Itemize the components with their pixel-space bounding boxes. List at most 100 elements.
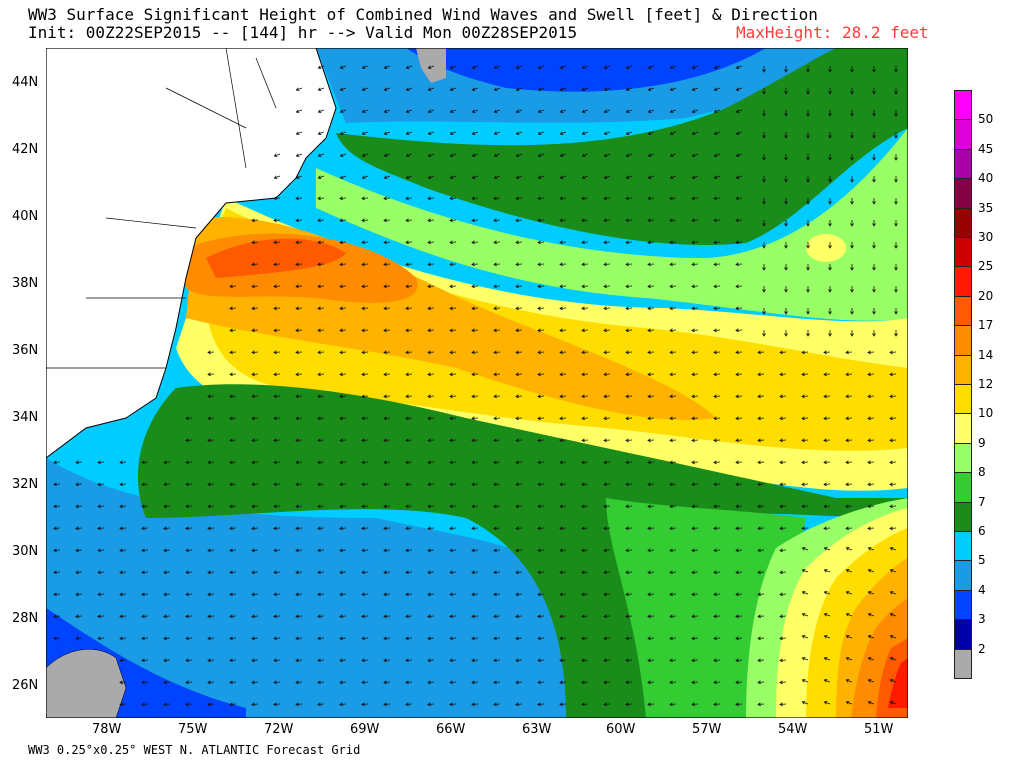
arrow-head [493, 680, 497, 685]
arrow-shaft [185, 461, 193, 463]
arrow-shaft [493, 593, 501, 595]
arrow-head [339, 438, 343, 443]
arrow-head [823, 612, 828, 617]
arrow-shaft [361, 351, 369, 353]
arrow-shaft [626, 175, 633, 179]
arrow-head [427, 482, 431, 487]
arrow-shaft [251, 395, 259, 397]
arrow-head [625, 526, 629, 531]
arrow-head [427, 570, 431, 575]
arrow-shaft [119, 483, 127, 485]
arrow-shaft [97, 593, 105, 595]
arrow-shaft [735, 219, 743, 221]
arrow-shaft [361, 329, 369, 331]
arrow-shaft [669, 461, 677, 463]
arrow-head [889, 350, 893, 355]
arrow-head [295, 504, 299, 509]
arrow-head [339, 131, 344, 136]
arrow-shaft [889, 505, 897, 507]
arrow-shaft [537, 703, 545, 705]
arrow-head [251, 240, 255, 245]
arrow-head [339, 548, 343, 553]
arrow-head [75, 526, 79, 531]
arrow-shaft [229, 549, 237, 551]
arrow-head [713, 548, 717, 553]
arrow-shaft [251, 703, 259, 705]
arrow-head [559, 394, 563, 399]
arrow-shaft [647, 439, 655, 441]
arrow-head [669, 658, 673, 663]
arrow-shaft [603, 395, 611, 397]
arrow-shaft [537, 615, 545, 617]
arrow-shaft [119, 527, 127, 529]
arrow-head [603, 570, 607, 575]
arrow-head [581, 306, 585, 311]
arrow-head [669, 196, 673, 201]
arrow-head [185, 548, 189, 553]
arrow-head [603, 482, 607, 487]
arrow-shaft [427, 197, 435, 199]
arrow-head [471, 702, 475, 707]
colorbar-swatch [954, 531, 972, 562]
arrow-head [317, 87, 322, 92]
arrow-head [471, 284, 475, 289]
arrow-shaft [449, 373, 457, 375]
arrow-head [295, 240, 299, 245]
arrow-head [828, 267, 832, 271]
arrow-head [295, 570, 299, 575]
arrow-shaft [185, 527, 193, 529]
arrow-shaft [581, 659, 589, 661]
arrow-shaft [560, 153, 567, 157]
arrow-shaft [318, 65, 325, 69]
arrow-head [762, 201, 766, 205]
arrow-head [779, 658, 783, 663]
arrow-shaft [757, 593, 765, 595]
arrow-head [317, 65, 322, 70]
arrow-head [625, 196, 629, 201]
arrow-shaft [823, 395, 831, 397]
arrow-shaft [868, 569, 875, 573]
arrow-shaft [229, 351, 237, 353]
arrow-shaft [427, 373, 435, 375]
arrow-head [295, 218, 299, 223]
max-height-label: MaxHeight: 28.2 feet [736, 23, 929, 42]
arrow-head [713, 328, 717, 333]
arrow-head [383, 196, 387, 201]
lat-label: 42N [12, 142, 39, 157]
arrow-head [405, 109, 410, 114]
arrow-head [405, 504, 409, 509]
arrow-head [713, 175, 718, 180]
arrow-shaft [119, 615, 127, 617]
arrow-shaft [471, 417, 479, 419]
arrow-head [872, 179, 876, 183]
arrow-head [273, 175, 278, 180]
arrow-shaft [516, 65, 523, 69]
arrow-head [845, 438, 849, 443]
arrow-head [713, 109, 718, 114]
colorbar-label: 9 [978, 435, 986, 450]
arrow-head [361, 658, 365, 663]
arrow-head [845, 590, 850, 595]
arrow-head [207, 526, 211, 531]
arrow-shaft [340, 175, 347, 179]
arrow-head [735, 306, 739, 311]
arrow-head [867, 350, 871, 355]
arrow-head [405, 394, 409, 399]
arrow-head [515, 306, 519, 311]
arrow-head [691, 702, 695, 707]
arrow-shaft [251, 615, 259, 617]
arrow-head [317, 262, 321, 267]
arrow-head [647, 131, 652, 136]
arrow-shaft [669, 417, 677, 419]
arrow-head [691, 636, 695, 641]
arrow-shaft [626, 109, 633, 113]
arrow-head [581, 658, 585, 663]
arrow-shaft [405, 307, 413, 309]
arrow-shaft [581, 285, 589, 287]
arrow-shaft [735, 549, 743, 551]
arrow-head [427, 504, 431, 509]
arrow-shaft [251, 329, 259, 331]
arrow-head [493, 350, 497, 355]
arrow-shaft [670, 131, 677, 135]
arrow-shaft [207, 571, 215, 573]
